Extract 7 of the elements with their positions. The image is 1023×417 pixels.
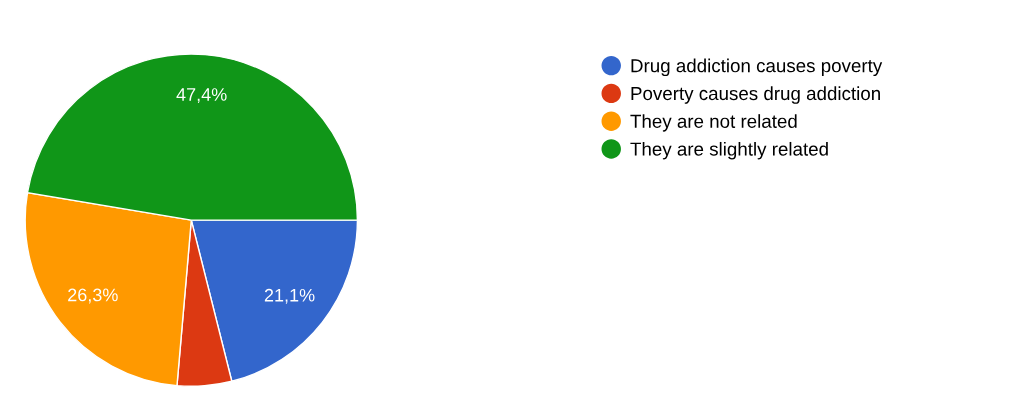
legend-label: Poverty causes drug addiction	[631, 86, 880, 104]
data-label: 47,4%	[176, 88, 227, 103]
data-label: 21,1%	[264, 288, 315, 304]
data-label: 26,3%	[68, 288, 118, 304]
legend-label: They are slightly related	[630, 141, 828, 160]
legend-label: Drug addiction causes poverty	[631, 58, 883, 77]
legend-label: They are not related	[630, 114, 797, 132]
